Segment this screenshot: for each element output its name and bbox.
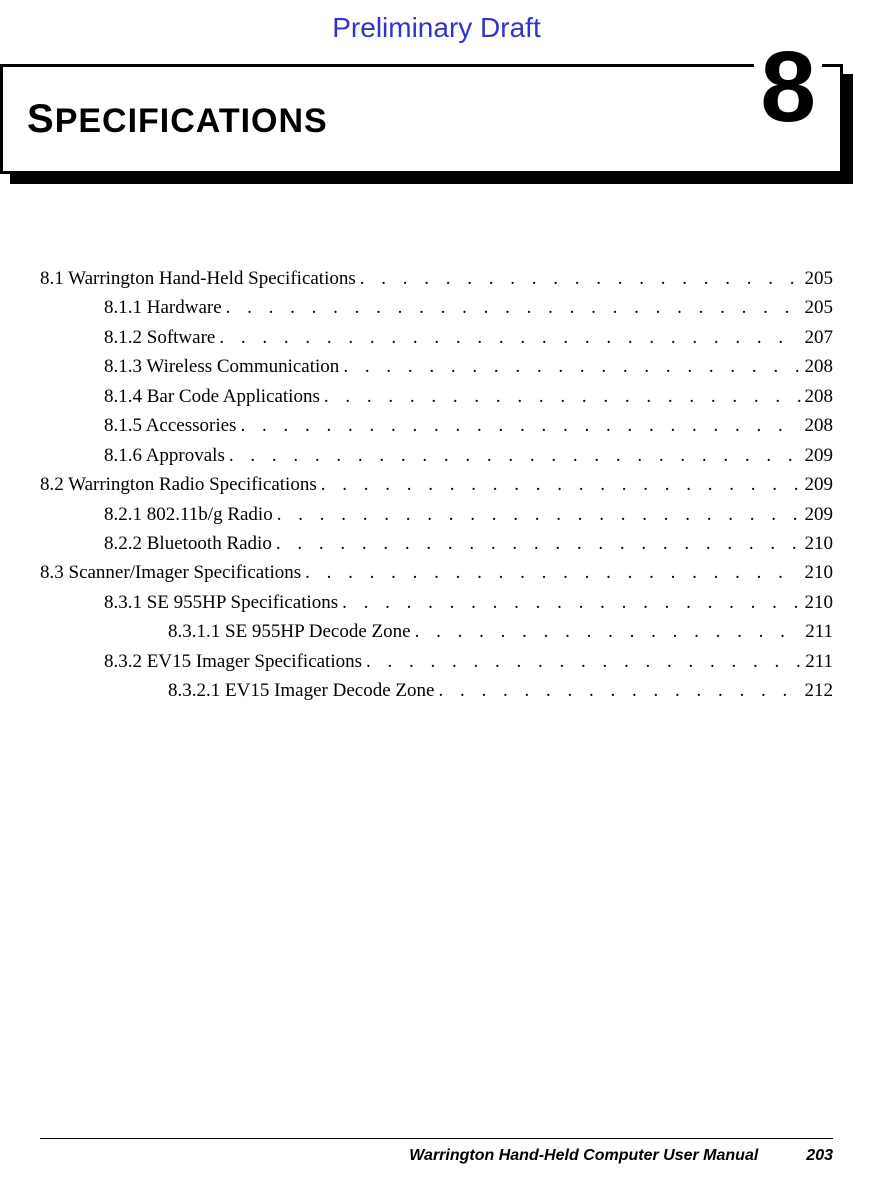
toc-entry: 8.2 Warrington Radio Specifications 209 — [40, 470, 833, 499]
toc-entry-label: 8.1.3 Wireless Communication — [104, 352, 339, 381]
toc-entry: 8.1.2 Software 207 — [40, 323, 833, 352]
toc-entry: 8.2.1 802.11b/g Radio 209 — [40, 500, 833, 529]
toc-leader-dots — [305, 558, 800, 587]
toc-entry-label: 8.3 Scanner/Imager Specifications — [40, 558, 301, 587]
chapter-title: SPECIFICATIONS — [27, 97, 328, 142]
toc-leader-dots — [226, 293, 801, 322]
toc-entry: 8.1.3 Wireless Communication 208 — [40, 352, 833, 381]
toc-entry-page: 209 — [805, 470, 834, 499]
toc-entry-label: 8.3.2 EV15 Imager Specifications — [104, 647, 362, 676]
toc-entry-page: 211 — [805, 617, 833, 646]
toc-entry-label: 8.1 Warrington Hand-Held Specifications — [40, 264, 356, 293]
toc-leader-dots — [360, 264, 801, 293]
toc-entry-label: 8.1.6 Approvals — [104, 441, 225, 470]
toc-leader-dots — [229, 441, 801, 470]
chapter-title-first-letter: S — [27, 97, 55, 141]
toc-entry: 8.1.4 Bar Code Applications 208 — [40, 382, 833, 411]
toc-leader-dots — [415, 617, 802, 646]
toc-entry-page: 207 — [805, 323, 834, 352]
toc-entry-page: 210 — [805, 529, 834, 558]
toc-entry: 8.3 Scanner/Imager Specifications 210 — [40, 558, 833, 587]
toc-entry-page: 209 — [805, 500, 834, 529]
toc-entry: 8.1.6 Approvals 209 — [40, 441, 833, 470]
toc-entry-label: 8.1.5 Accessories — [104, 411, 236, 440]
toc-leader-dots — [438, 676, 800, 705]
toc-entry-label: 8.2.1 802.11b/g Radio — [104, 500, 273, 529]
toc-entry-page: 210 — [805, 558, 834, 587]
toc-entry: 8.3.1 SE 955HP Specifications 210 — [40, 588, 833, 617]
toc-entry-page: 211 — [805, 647, 833, 676]
toc-entry: 8.3.2.1 EV15 Imager Decode Zone 212 — [40, 676, 833, 705]
toc-leader-dots — [343, 352, 800, 381]
toc-entry: 8.2.2 Bluetooth Radio 210 — [40, 529, 833, 558]
toc-entry-label: 8.3.1.1 SE 955HP Decode Zone — [168, 617, 411, 646]
toc-leader-dots — [342, 588, 800, 617]
toc-entry-page: 208 — [805, 411, 834, 440]
chapter-header-box: SPECIFICATIONS 8 — [0, 64, 843, 174]
toc-entry-label: 8.3.1 SE 955HP Specifications — [104, 588, 338, 617]
table-of-contents: 8.1 Warrington Hand-Held Specifications 2… — [0, 264, 873, 706]
toc-entry-page: 209 — [805, 441, 834, 470]
toc-entry: 8.1 Warrington Hand-Held Specifications 2… — [40, 264, 833, 293]
toc-entry-label: 8.2.2 Bluetooth Radio — [104, 529, 272, 558]
toc-entry-page: 212 — [805, 676, 834, 705]
toc-entry-label: 8.1.1 Hardware — [104, 293, 222, 322]
toc-entry-label: 8.1.4 Bar Code Applications — [104, 382, 320, 411]
toc-entry: 8.3.1.1 SE 955HP Decode Zone 211 — [40, 617, 833, 646]
toc-entry-label: 8.2 Warrington Radio Specifications — [40, 470, 317, 499]
toc-entry-page: 205 — [805, 264, 834, 293]
toc-entry-page: 205 — [805, 293, 834, 322]
toc-entry-page: 208 — [805, 352, 834, 381]
chapter-title-rest: PECIFICATIONS — [55, 102, 328, 140]
toc-leader-dots — [321, 470, 801, 499]
page-footer: Warrington Hand-Held Computer User Manua… — [40, 1138, 833, 1165]
toc-leader-dots — [324, 382, 801, 411]
chapter-header: SPECIFICATIONS 8 — [0, 64, 853, 184]
toc-leader-dots — [277, 500, 801, 529]
toc-leader-dots — [219, 323, 800, 352]
toc-entry-label: 8.1.2 Software — [104, 323, 215, 352]
footer-manual-title: Warrington Hand-Held Computer User Manua… — [409, 1147, 758, 1165]
toc-entry-label: 8.3.2.1 EV15 Imager Decode Zone — [168, 676, 434, 705]
toc-leader-dots — [240, 411, 800, 440]
toc-entry: 8.1.1 Hardware 205 — [40, 293, 833, 322]
toc-entry-page: 210 — [805, 588, 834, 617]
chapter-number: 8 — [754, 37, 822, 137]
footer-page-number: 203 — [806, 1147, 833, 1165]
draft-banner: Preliminary Draft — [0, 0, 873, 64]
toc-leader-dots — [366, 647, 801, 676]
toc-entry: 8.3.2 EV15 Imager Specifications 211 — [40, 647, 833, 676]
toc-entry: 8.1.5 Accessories 208 — [40, 411, 833, 440]
toc-entry-page: 208 — [805, 382, 834, 411]
toc-leader-dots — [276, 529, 801, 558]
